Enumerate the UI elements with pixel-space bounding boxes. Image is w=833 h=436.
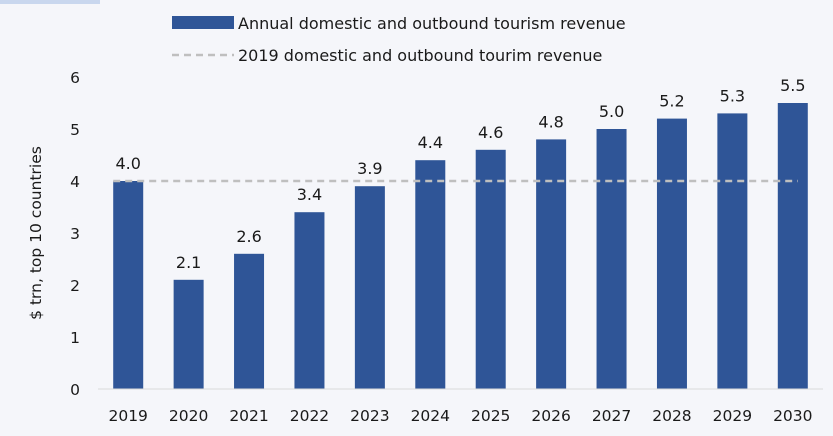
data-label: 3.9 <box>357 159 382 178</box>
bar <box>656 118 687 389</box>
y-tick-label: 1 <box>70 329 80 347</box>
y-tick-label: 5 <box>70 121 80 139</box>
bar <box>777 103 808 389</box>
y-axis-ticks: 0 1 2 3 4 5 6 <box>70 69 80 399</box>
data-label: 5.0 <box>599 102 624 121</box>
x-tick-label: 2028 <box>652 407 691 425</box>
bar <box>536 139 567 389</box>
y-axis-title: $ trn, top 10 countries <box>27 146 45 320</box>
bar <box>294 212 325 389</box>
x-tick-label: 2020 <box>169 407 208 425</box>
x-tick-label: 2023 <box>350 407 389 425</box>
data-label: 4.4 <box>418 133 443 152</box>
y-tick-label: 0 <box>70 381 80 399</box>
x-tick-label: 2021 <box>229 407 268 425</box>
data-label: 3.4 <box>297 185 322 204</box>
bar <box>354 186 385 389</box>
bar <box>234 253 265 389</box>
data-label: 5.5 <box>780 76 805 95</box>
data-label: 5.3 <box>720 86 745 105</box>
data-label: 4.0 <box>115 154 140 173</box>
bar <box>475 149 506 389</box>
x-tick-label: 2027 <box>592 407 631 425</box>
data-labels: 4.0 2.1 2.6 3.4 3.9 4.4 4.6 4.8 5.0 5.2 5.3 5.5 <box>115 76 805 272</box>
x-tick-label: 2026 <box>531 407 570 425</box>
legend: Annual domestic and outbound tourism rev… <box>172 14 626 65</box>
data-label: 4.8 <box>538 112 563 131</box>
y-tick-label: 6 <box>70 69 80 87</box>
y-tick-label: 3 <box>70 225 80 243</box>
x-tick-label: 2022 <box>290 407 329 425</box>
legend-swatch-bar <box>172 16 234 29</box>
bar <box>596 129 627 389</box>
legend-label-reference-line: 2019 domestic and outbound tourim revenu… <box>238 46 602 65</box>
bar <box>113 181 144 389</box>
x-tick-label: 2019 <box>108 407 147 425</box>
top-accent-bar <box>0 0 100 4</box>
y-tick-label: 2 <box>70 277 80 295</box>
x-axis-ticks: 2019 2020 2021 2022 2023 2024 2025 2026 2027 2028… <box>108 407 812 425</box>
bar <box>415 160 446 389</box>
legend-label-bar: Annual domestic and outbound tourism rev… <box>238 14 626 33</box>
data-label: 2.1 <box>176 253 201 272</box>
data-label: 4.6 <box>478 123 503 142</box>
y-tick-label: 4 <box>70 173 80 191</box>
data-label: 5.2 <box>659 92 684 111</box>
x-tick-label: 2030 <box>773 407 812 425</box>
x-tick-label: 2029 <box>713 407 752 425</box>
bar <box>173 279 204 389</box>
x-tick-label: 2025 <box>471 407 510 425</box>
bars <box>113 103 808 390</box>
x-tick-label: 2024 <box>411 407 450 425</box>
data-label: 2.6 <box>236 227 261 246</box>
bar <box>717 113 748 390</box>
